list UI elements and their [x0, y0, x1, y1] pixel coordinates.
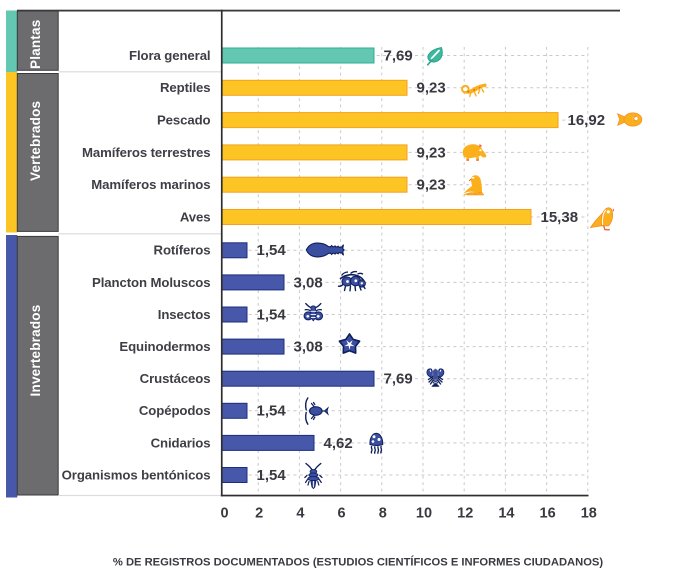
svg-text:18: 18 — [581, 506, 597, 522]
svg-text:1,54: 1,54 — [257, 403, 287, 420]
svg-text:% DE REGISTROS DOCUMENTADOS (E: % DE REGISTROS DOCUMENTADOS (ESTUDIOS CI… — [113, 556, 603, 569]
svg-text:2: 2 — [255, 506, 263, 522]
svg-text:Organismos bentónicos: Organismos bentónicos — [62, 467, 211, 482]
svg-text:Cnidarios: Cnidarios — [151, 435, 211, 450]
svg-text:Insectos: Insectos — [158, 307, 211, 322]
svg-text:Plancton Moluscos: Plancton Moluscos — [92, 275, 210, 290]
svg-text:Copépodos: Copépodos — [139, 403, 211, 418]
svg-text:12: 12 — [457, 506, 473, 522]
svg-text:Pescado: Pescado — [157, 113, 211, 128]
svg-text:Vertebrados: Vertebrados — [28, 101, 43, 181]
svg-text:1,54: 1,54 — [257, 467, 287, 484]
svg-text:16: 16 — [540, 506, 556, 522]
svg-text:7,69: 7,69 — [384, 47, 413, 64]
svg-text:7,69: 7,69 — [384, 371, 413, 388]
svg-text:Flora general: Flora general — [129, 48, 211, 63]
svg-text:15,38: 15,38 — [541, 209, 579, 226]
svg-text:Plantas: Plantas — [28, 20, 43, 69]
svg-text:Mamíferos terrestres: Mamíferos terrestres — [82, 145, 210, 160]
svg-text:1,54: 1,54 — [257, 242, 287, 259]
svg-text:6: 6 — [338, 506, 346, 522]
svg-text:Rotíferos: Rotíferos — [154, 243, 211, 258]
svg-text:4: 4 — [296, 506, 304, 522]
svg-text:Invertebrados: Invertebrados — [28, 305, 43, 397]
svg-text:16,92: 16,92 — [568, 112, 606, 129]
svg-text:10: 10 — [416, 506, 432, 522]
svg-text:8: 8 — [379, 506, 387, 522]
svg-text:9,23: 9,23 — [417, 144, 446, 161]
svg-text:Mamíferos marinos: Mamíferos marinos — [91, 177, 210, 192]
svg-text:Reptiles: Reptiles — [160, 80, 211, 95]
svg-text:4,62: 4,62 — [324, 435, 353, 452]
svg-text:Crustáceos: Crustáceos — [140, 371, 211, 386]
svg-text:3,08: 3,08 — [294, 339, 323, 356]
svg-text:9,23: 9,23 — [417, 80, 446, 97]
svg-text:Equinodermos: Equinodermos — [119, 339, 210, 354]
svg-text:3,08: 3,08 — [294, 274, 323, 291]
svg-text:0: 0 — [220, 506, 228, 522]
svg-text:14: 14 — [498, 506, 514, 522]
svg-text:1,54: 1,54 — [257, 306, 287, 323]
svg-text:9,23: 9,23 — [417, 177, 446, 194]
svg-text:Aves: Aves — [180, 209, 211, 224]
